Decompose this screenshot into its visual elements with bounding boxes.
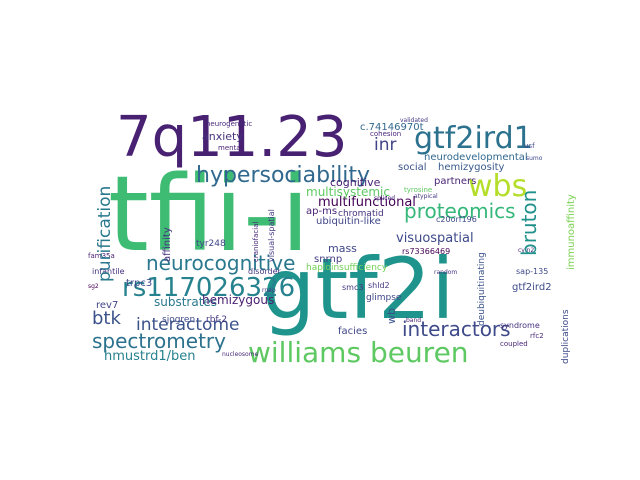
cloud-word: williams beuren [248, 336, 469, 369]
cloud-word: spliced [374, 195, 395, 202]
cloud-word: hemizygosity [438, 162, 505, 173]
cloud-word: substrates [154, 295, 217, 309]
cloud-word: hemizygous [202, 293, 274, 307]
cloud-word: rfc2 [530, 332, 544, 340]
cloud-word: cohesion [370, 130, 401, 138]
cloud-word: tyrosine [404, 186, 432, 194]
cloud-word: interactors [402, 317, 511, 341]
cloud-word: duplications [561, 309, 571, 364]
cloud-word: glimpse [366, 293, 402, 303]
cloud-word: atypical [414, 193, 438, 200]
cloud-word: nucleosome [222, 351, 259, 358]
cloud-word: mass [328, 242, 357, 255]
cloud-word: gtf2ird2 [512, 282, 552, 293]
cloud-word: mental [218, 144, 243, 152]
cloud-word: usf [524, 142, 535, 150]
cloud-word: smc3 [342, 283, 363, 292]
cloud-word: rnap [262, 287, 276, 294]
cloud-word: tyr248 [196, 239, 226, 249]
cloud-word: rev7 [96, 300, 118, 311]
cloud-word: disorder [248, 267, 282, 276]
cloud-word: ubiquitin-like [316, 216, 381, 227]
cloud-word: visual-spatial [267, 209, 276, 262]
cloud-word: gtf2i [262, 240, 455, 338]
cloud-word: neurodevelopmental [424, 152, 528, 163]
cloud-word: proteomics [404, 199, 516, 223]
cloud-word: inr [374, 135, 397, 155]
cloud-word: craniofacial [252, 221, 260, 262]
cloud-word: sjogren [162, 315, 195, 325]
cloud-word: band [406, 317, 421, 324]
cloud-word: c20orf196 [436, 215, 477, 224]
cloud-word: infantile [92, 267, 125, 276]
cloud-word: rs73366469 [402, 247, 450, 256]
cloud-word: wb [385, 308, 398, 324]
cloud-word: cyln2 [518, 247, 534, 254]
cloud-word: sumo [526, 155, 543, 162]
cloud-word: btk [92, 308, 121, 329]
cloud-word: multisystemic [306, 185, 390, 199]
cloud-word: wbs [468, 169, 527, 204]
cloud-word: trpc3 [126, 278, 152, 289]
cloud-word: hypersociability [196, 163, 370, 188]
cloud-word: fam35a [88, 252, 115, 260]
cloud-word: immunoaffinity [566, 194, 577, 270]
cloud-word: neurocognitive [146, 251, 295, 275]
cloud-word: anxiety [202, 130, 243, 143]
cloud-word: spectrometry [92, 329, 226, 353]
cloud-word: deubiquitinating [477, 252, 487, 326]
cloud-word: multifunctional [318, 195, 416, 210]
cloud-word: interactome [136, 315, 239, 335]
cloud-word: coupled [500, 340, 528, 348]
cloud-word: c.74146970t [360, 122, 424, 133]
cloud-word: visuospatial [396, 231, 474, 246]
cloud-word: facies [338, 326, 367, 337]
cloud-word: chromatid [338, 209, 384, 219]
cloud-word: social [398, 162, 427, 173]
cloud-word: sap-135 [516, 267, 548, 276]
cloud-word: rbf-2 [206, 315, 227, 325]
cloud-word: ap-ms [306, 206, 337, 217]
cloud-word: tfii-i [108, 153, 310, 275]
cloud-word: 7q11.23 [116, 105, 348, 170]
cloud-word: rs117026326 [122, 273, 295, 303]
cloud-word: hmustrd1/ben [104, 349, 196, 364]
cloud-word: shld2 [368, 281, 390, 290]
cloud-word: sg2 [88, 283, 99, 290]
cloud-word: partners [434, 176, 476, 187]
cloud-word: purification [95, 186, 115, 282]
cloud-word: validated [400, 117, 428, 124]
cloud-word: syndrome [500, 321, 540, 330]
cloud-word: cognitive [330, 176, 381, 189]
cloud-word: haploinsufficiency [306, 263, 388, 273]
cloud-word: random [434, 269, 457, 276]
cloud-word: bruton [517, 190, 541, 256]
cloud-word: affinity [162, 227, 173, 262]
cloud-word: gtf2ird1 [414, 121, 533, 156]
cloud-word: snrnp [314, 254, 342, 265]
cloud-word: neurogenetic [206, 120, 252, 128]
